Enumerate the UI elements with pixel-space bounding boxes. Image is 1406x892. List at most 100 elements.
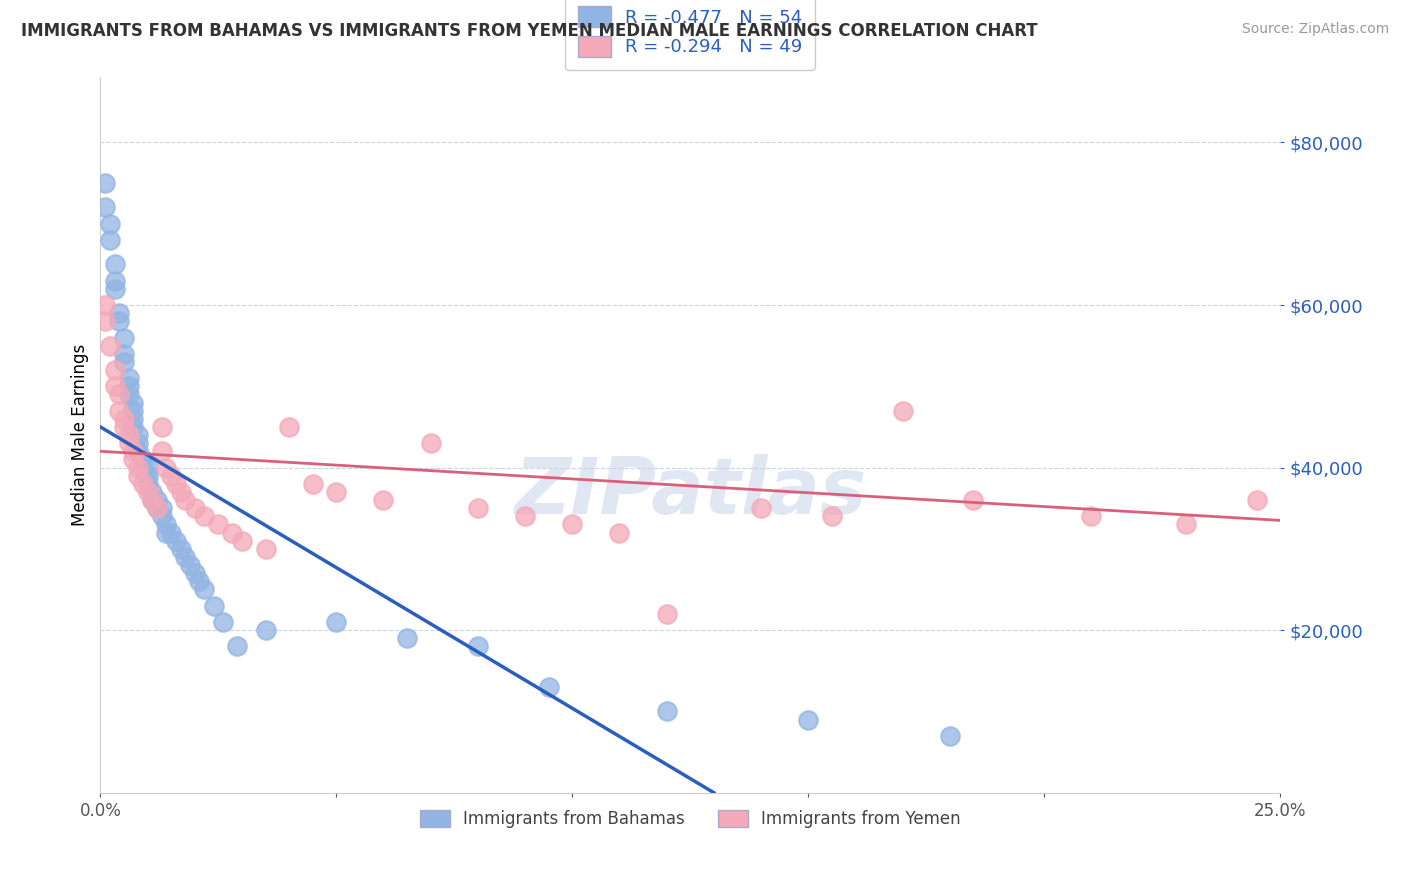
- Point: [160, 525, 183, 540]
- Point: [118, 436, 141, 450]
- Point: [136, 476, 159, 491]
- Point: [103, 257, 125, 271]
- Point: [1174, 517, 1197, 532]
- Point: [146, 501, 169, 516]
- Point: [174, 549, 197, 564]
- Point: [146, 501, 169, 516]
- Point: [118, 387, 141, 401]
- Point: [207, 517, 229, 532]
- Point: [118, 428, 141, 442]
- Point: [749, 501, 772, 516]
- Point: [212, 615, 235, 629]
- Point: [467, 640, 489, 654]
- Point: [184, 566, 207, 581]
- Point: [373, 493, 395, 508]
- Point: [108, 387, 131, 401]
- Point: [174, 493, 197, 508]
- Point: [165, 476, 187, 491]
- Point: [98, 233, 121, 247]
- Point: [141, 493, 163, 508]
- Point: [301, 476, 323, 491]
- Point: [108, 306, 131, 320]
- Point: [561, 517, 583, 532]
- Point: [122, 444, 145, 458]
- Text: IMMIGRANTS FROM BAHAMAS VS IMMIGRANTS FROM YEMEN MEDIAN MALE EARNINGS CORRELATIO: IMMIGRANTS FROM BAHAMAS VS IMMIGRANTS FR…: [21, 22, 1038, 40]
- Point: [655, 607, 678, 621]
- Point: [112, 347, 135, 361]
- Point: [396, 632, 419, 646]
- Point: [231, 533, 253, 548]
- Point: [122, 395, 145, 409]
- Point: [103, 379, 125, 393]
- Point: [136, 460, 159, 475]
- Text: ZIPatlas: ZIPatlas: [515, 454, 866, 530]
- Point: [325, 615, 347, 629]
- Point: [132, 476, 155, 491]
- Point: [103, 274, 125, 288]
- Point: [939, 729, 962, 743]
- Point: [150, 509, 173, 524]
- Point: [254, 623, 277, 637]
- Point: [94, 176, 117, 190]
- Point: [150, 444, 173, 458]
- Point: [419, 436, 441, 450]
- Point: [141, 485, 163, 500]
- Point: [1246, 493, 1268, 508]
- Point: [193, 509, 215, 524]
- Point: [146, 493, 169, 508]
- Point: [127, 428, 149, 442]
- Point: [1080, 509, 1102, 524]
- Point: [150, 420, 173, 434]
- Point: [136, 485, 159, 500]
- Point: [122, 452, 145, 467]
- Point: [112, 411, 135, 425]
- Point: [797, 713, 820, 727]
- Point: [112, 420, 135, 434]
- Point: [537, 680, 560, 694]
- Text: Source: ZipAtlas.com: Source: ZipAtlas.com: [1241, 22, 1389, 37]
- Point: [132, 460, 155, 475]
- Point: [127, 436, 149, 450]
- Point: [179, 558, 201, 573]
- Point: [278, 420, 301, 434]
- Point: [112, 330, 135, 344]
- Point: [155, 525, 177, 540]
- Point: [821, 509, 844, 524]
- Point: [184, 501, 207, 516]
- Point: [155, 517, 177, 532]
- Point: [132, 452, 155, 467]
- Point: [325, 485, 347, 500]
- Point: [118, 379, 141, 393]
- Point: [226, 640, 249, 654]
- Point: [122, 411, 145, 425]
- Point: [136, 468, 159, 483]
- Point: [122, 420, 145, 434]
- Point: [155, 460, 177, 475]
- Point: [94, 298, 117, 312]
- Point: [467, 501, 489, 516]
- Point: [221, 525, 243, 540]
- Point: [150, 501, 173, 516]
- Point: [513, 509, 536, 524]
- Legend: Immigrants from Bahamas, Immigrants from Yemen: Immigrants from Bahamas, Immigrants from…: [413, 803, 967, 834]
- Point: [160, 468, 183, 483]
- Point: [193, 582, 215, 597]
- Point: [655, 705, 678, 719]
- Point: [112, 355, 135, 369]
- Point: [127, 444, 149, 458]
- Point: [98, 217, 121, 231]
- Point: [103, 363, 125, 377]
- Point: [122, 403, 145, 417]
- Point: [108, 314, 131, 328]
- Point: [127, 460, 149, 475]
- Point: [962, 493, 984, 508]
- Point: [94, 201, 117, 215]
- Point: [98, 338, 121, 352]
- Point: [202, 599, 225, 613]
- Point: [141, 493, 163, 508]
- Point: [188, 574, 211, 589]
- Point: [169, 485, 191, 500]
- Point: [94, 314, 117, 328]
- Y-axis label: Median Male Earnings: Median Male Earnings: [72, 344, 89, 526]
- Point: [254, 541, 277, 556]
